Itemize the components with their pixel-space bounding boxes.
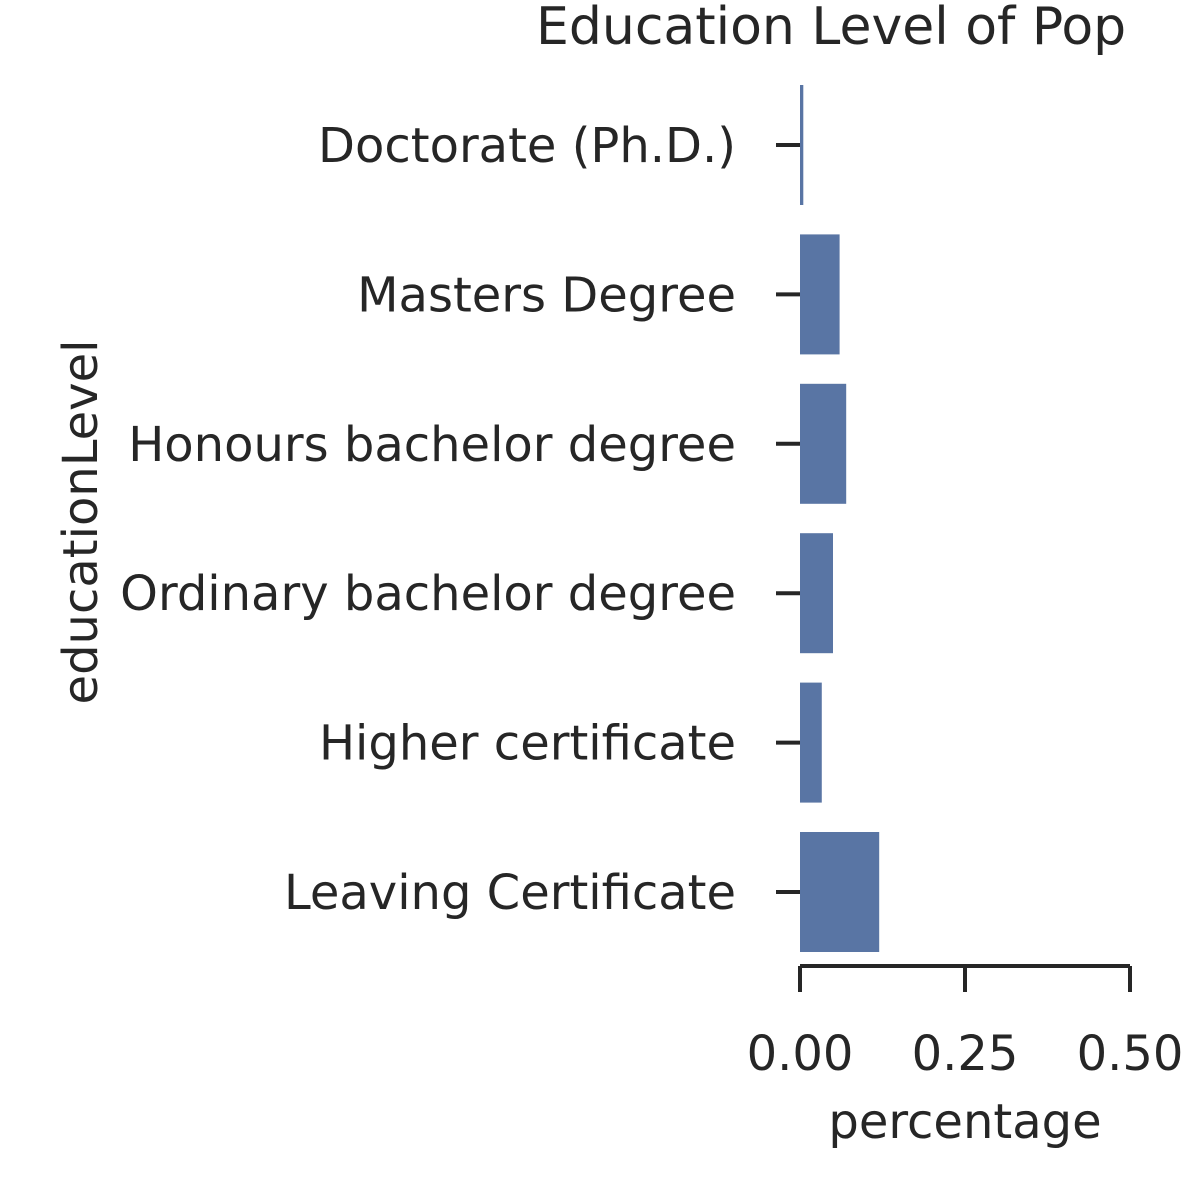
chart-title: Education Level of Pop (536, 0, 1126, 57)
bar (800, 383, 847, 504)
y-tick-label: Leaving Certificate (284, 865, 736, 921)
y-tick-label: Masters Degree (357, 267, 736, 323)
y-tick-label: Higher certificate (319, 716, 736, 772)
x-tick-label: 0.25 (912, 1026, 1019, 1082)
bar (800, 832, 880, 952)
bars-group (800, 85, 880, 952)
x-axis-label: percentage (828, 1094, 1101, 1150)
bar (800, 85, 804, 205)
y-tick-label: Ordinary bachelor degree (120, 566, 736, 622)
y-tick-label: Honours bachelor degree (128, 417, 736, 473)
y-axis-label: educationLevel (53, 340, 109, 705)
bar (800, 234, 840, 355)
y-tick-label: Doctorate (Ph.D.) (318, 118, 736, 174)
y-ticks-group: Doctorate (Ph.D.) Masters Degree Honours b… (120, 118, 800, 921)
bar (800, 682, 822, 803)
bar (800, 533, 833, 654)
x-tick-label: 0.50 (1077, 1026, 1184, 1082)
x-tick-label: 0.00 (747, 1026, 854, 1082)
x-axis: 0.00 0.25 0.50 (747, 964, 1184, 1082)
